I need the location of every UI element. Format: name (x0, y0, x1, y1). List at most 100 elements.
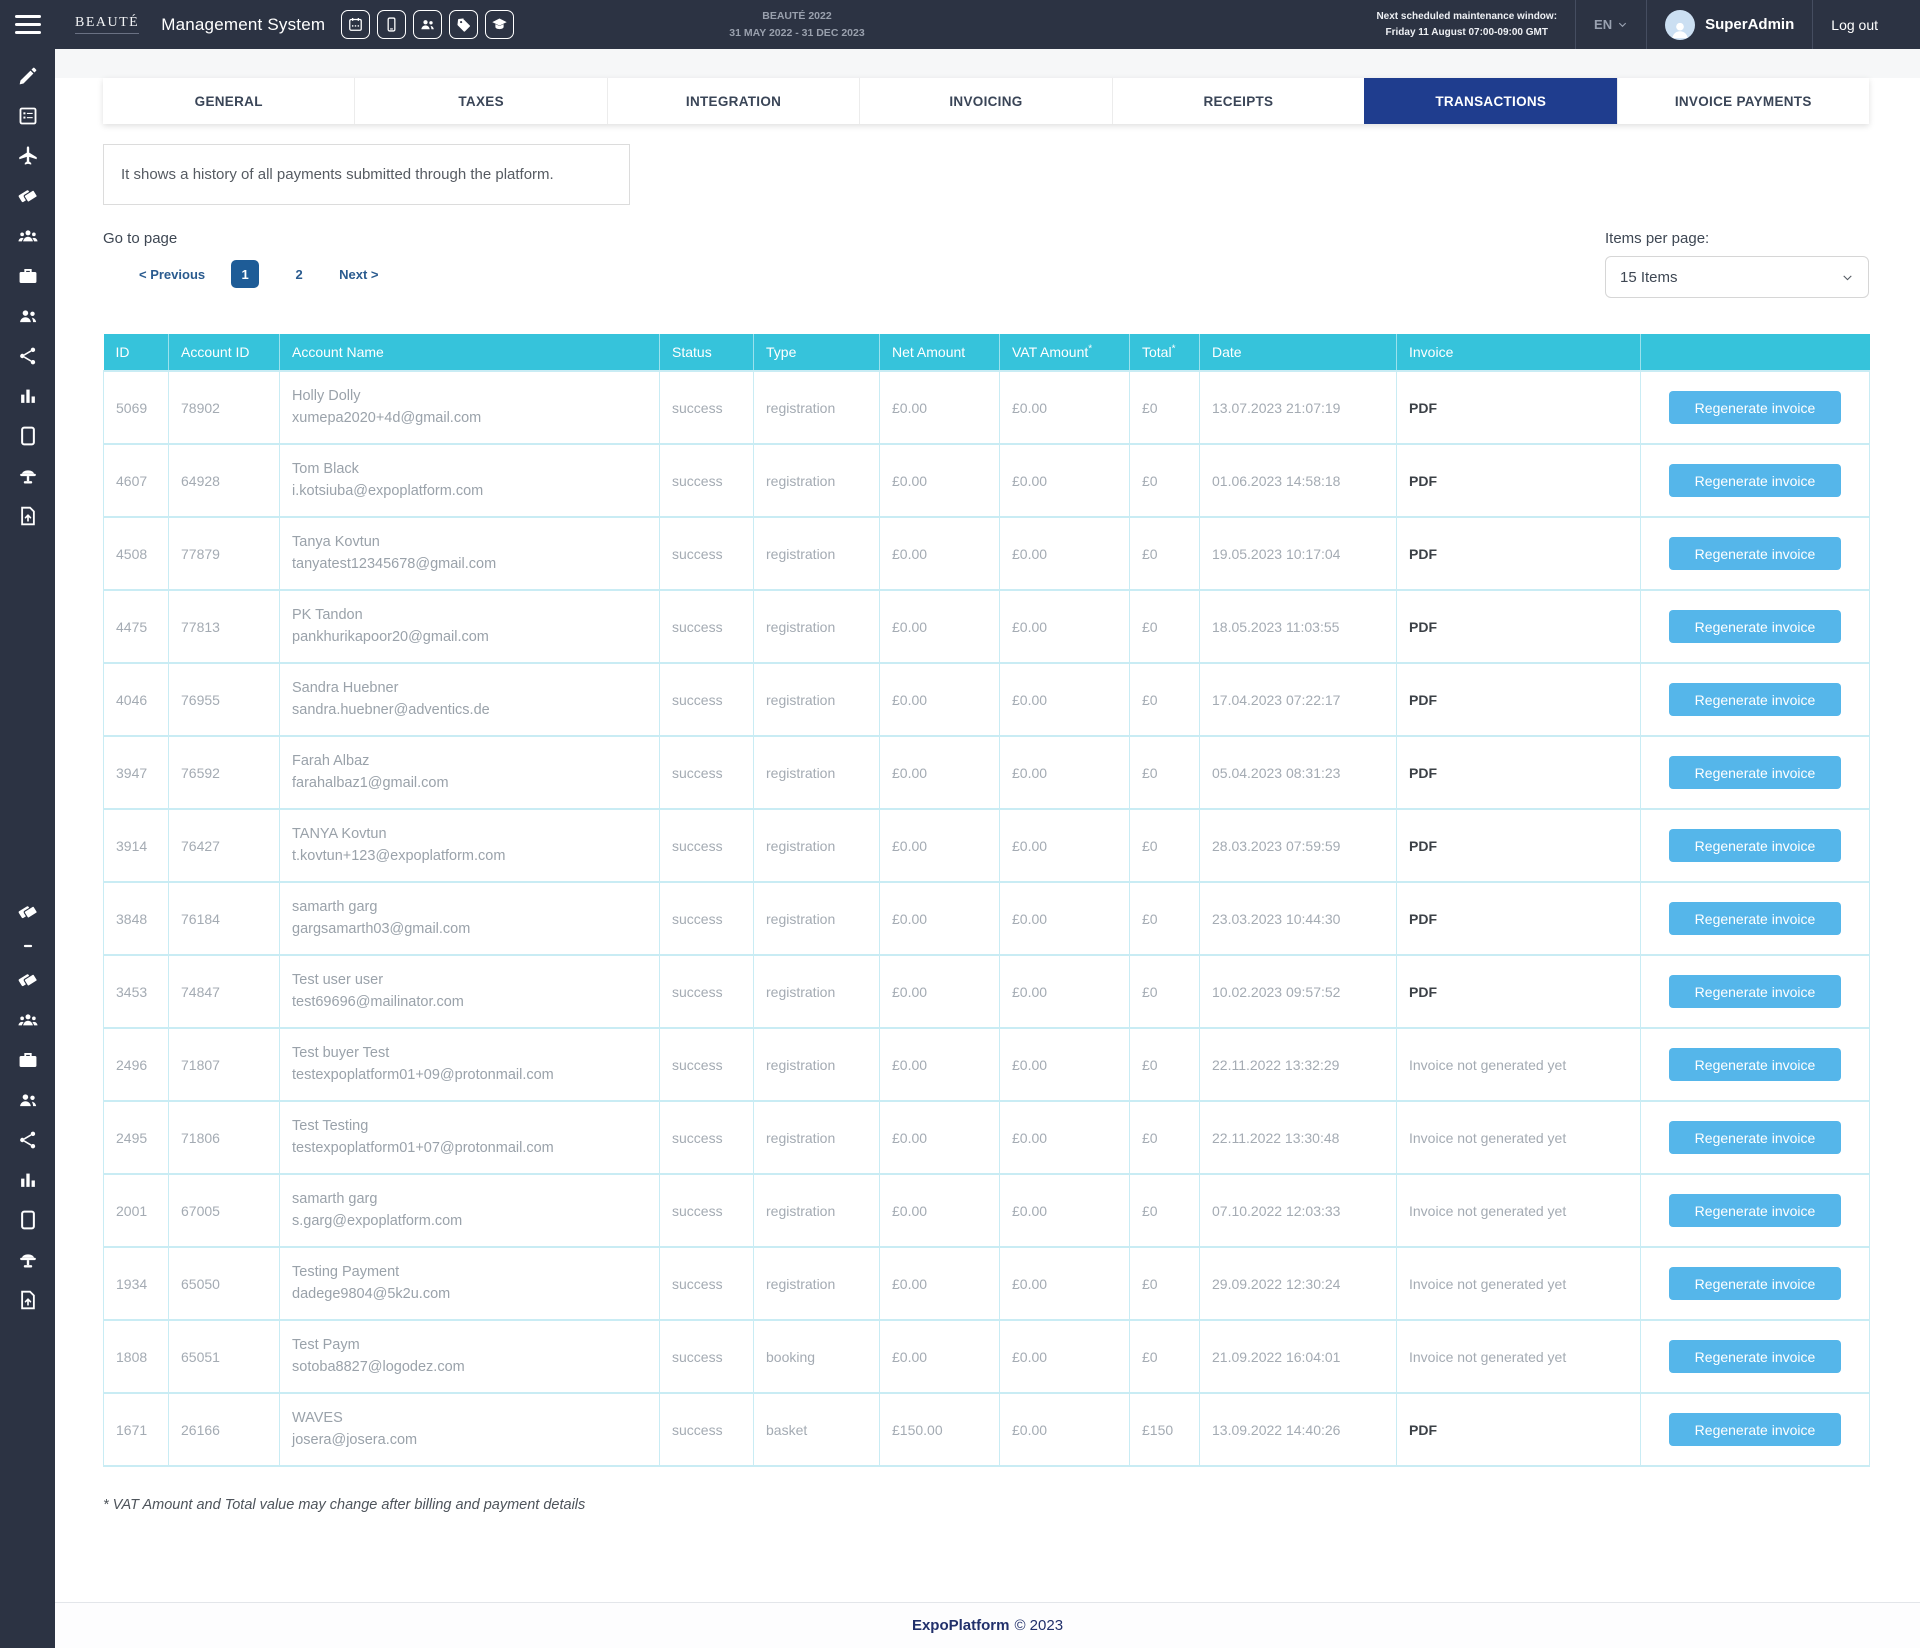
cell-invoice: PDF (1396, 589, 1641, 664)
tab-receipts[interactable]: RECEIPTS (1111, 78, 1365, 124)
cell-invoice: PDF (1396, 370, 1641, 445)
table-row: 2001 67005 samarth garg s.garg@expoplatform… (103, 1173, 1870, 1248)
transactions-table: ID Account ID Account Name Status Type Net Am… (103, 334, 1870, 1467)
users-group-icon[interactable] (0, 216, 55, 256)
calendar-button[interactable] (341, 10, 371, 39)
regenerate-invoice-button[interactable]: Regenerate invoice (1669, 1340, 1841, 1373)
avatar (1665, 9, 1696, 40)
regenerate-invoice-button[interactable]: Regenerate invoice (1669, 1121, 1841, 1154)
regenerate-invoice-button[interactable]: Regenerate invoice (1669, 829, 1841, 862)
users-group-icon[interactable] (0, 1000, 55, 1040)
share-icon[interactable] (0, 336, 55, 376)
plane-icon[interactable] (0, 136, 55, 176)
cell-account-name: Farah Albaz farahalbaz1@gmail.com (279, 735, 660, 810)
invoice-pdf-link[interactable]: PDF (1409, 837, 1437, 854)
regenerate-invoice-button[interactable]: Regenerate invoice (1669, 1194, 1841, 1227)
page-button-2[interactable]: 2 (295, 266, 303, 282)
cell-date: 07.10.2022 12:03:33 (1199, 1173, 1397, 1248)
user-menu[interactable]: SuperAdmin (1665, 9, 1794, 40)
mobile-button[interactable] (377, 10, 407, 39)
previous-page-button[interactable]: < Previous (139, 266, 206, 282)
tag-button[interactable] (449, 10, 479, 39)
pencil-icon[interactable] (0, 56, 55, 96)
regenerate-invoice-button[interactable]: Regenerate invoice (1669, 902, 1841, 935)
invoice-pdf-link[interactable]: PDF (1409, 910, 1437, 927)
regenerate-invoice-button[interactable]: Regenerate invoice (1669, 975, 1841, 1008)
users-button[interactable] (413, 10, 443, 39)
language-selector[interactable]: EN (1594, 17, 1628, 32)
bar-chart-icon[interactable] (0, 1160, 55, 1200)
briefcase-icon[interactable] (0, 256, 55, 296)
cell-id: 3453 (103, 954, 169, 1029)
tab-taxes[interactable]: TAXES (354, 78, 607, 124)
cell-account-id: 76184 (168, 881, 280, 956)
invoice-pdf-link[interactable]: PDF (1409, 764, 1437, 781)
tab-general[interactable]: GENERAL (103, 78, 355, 124)
file-export-icon[interactable] (0, 1280, 55, 1320)
regenerate-invoice-button[interactable]: Regenerate invoice (1669, 756, 1841, 789)
items-per-page-select[interactable]: 15 Items (1605, 256, 1869, 298)
tablet-icon[interactable] (0, 416, 55, 456)
maintenance-line-1: Next scheduled maintenance window: (1376, 11, 1558, 22)
tags-icon[interactable] (0, 176, 55, 216)
cell-vat-amount: £0.00 (999, 1319, 1130, 1394)
tags-icon[interactable] (0, 892, 55, 932)
cell-type: booking (753, 1319, 880, 1394)
tags-icon[interactable] (0, 960, 55, 1000)
invoice-pdf-link[interactable]: PDF (1409, 399, 1437, 416)
education-button[interactable] (485, 10, 515, 39)
regenerate-invoice-button[interactable]: Regenerate invoice (1669, 537, 1841, 570)
account-name: Sandra Huebner (292, 679, 399, 696)
share-icon[interactable] (0, 1120, 55, 1160)
hamburger-menu-icon[interactable] (14, 15, 41, 34)
table-row: 5069 78902 Holly Dolly xumepa2020+4d@gmail.… (103, 370, 1870, 445)
invoice-pdf-link[interactable]: PDF (1409, 545, 1437, 562)
users-icon[interactable] (0, 1080, 55, 1120)
regenerate-invoice-button[interactable]: Regenerate invoice (1669, 1267, 1841, 1300)
account-email: s.garg@expoplatform.com (292, 1212, 463, 1229)
tab-invoice-payments[interactable]: INVOICE PAYMENTS (1616, 78, 1869, 124)
cell-status: success (659, 1027, 754, 1102)
regenerate-invoice-button[interactable]: Regenerate invoice (1669, 464, 1841, 497)
invoice-pdf-link[interactable]: PDF (1409, 983, 1437, 1000)
users-icon[interactable] (0, 296, 55, 336)
cell-date: 29.09.2022 12:30:24 (1199, 1246, 1397, 1321)
invoice-status-text: Invoice not generated yet (1409, 1348, 1567, 1365)
podium-icon[interactable] (0, 1240, 55, 1280)
file-export-icon[interactable] (0, 496, 55, 536)
table-header-row: ID Account ID Account Name Status Type Net Am… (103, 334, 1870, 371)
cell-vat-amount: £0.00 (999, 662, 1130, 737)
briefcase-icon[interactable] (0, 1040, 55, 1080)
cell-date: 22.11.2022 13:32:29 (1199, 1027, 1397, 1102)
regenerate-invoice-button[interactable]: Regenerate invoice (1669, 1413, 1841, 1446)
invoice-pdf-link[interactable]: PDF (1409, 1421, 1437, 1438)
tab-invoicing[interactable]: INVOICING (859, 78, 1112, 124)
next-page-button[interactable]: Next > (339, 266, 379, 282)
page-button-1[interactable]: 1 (231, 260, 260, 288)
invoice-pdf-link[interactable]: PDF (1409, 618, 1437, 635)
column-header-account-name: Account Name (279, 334, 660, 371)
items-per-page-value: 15 Items (1620, 268, 1678, 286)
tab-integration[interactable]: INTEGRATION (606, 78, 860, 124)
tab-transactions[interactable]: TRANSACTIONS (1364, 78, 1617, 124)
account-name: Farah Albaz (292, 752, 370, 769)
cell-date: 17.04.2023 07:22:17 (1199, 662, 1397, 737)
bar-chart-icon[interactable] (0, 376, 55, 416)
regenerate-invoice-button[interactable]: Regenerate invoice (1669, 610, 1841, 643)
regenerate-invoice-button[interactable]: Regenerate invoice (1669, 391, 1841, 424)
header-divider (1646, 0, 1648, 49)
cell-type: registration (753, 516, 880, 591)
invoice-pdf-link[interactable]: PDF (1409, 472, 1437, 489)
cell-net-amount: £0.00 (879, 881, 1000, 956)
cell-vat-amount: £0.00 (999, 370, 1130, 445)
footer-copyright: © 2023 (1014, 1617, 1064, 1634)
regenerate-invoice-button[interactable]: Regenerate invoice (1669, 1048, 1841, 1081)
form-icon[interactable] (0, 96, 55, 136)
tablet-icon[interactable] (0, 1200, 55, 1240)
cell-invoice: PDF (1396, 808, 1641, 883)
invoice-pdf-link[interactable]: PDF (1409, 691, 1437, 708)
logout-button[interactable]: Log out (1831, 16, 1878, 33)
minus-icon[interactable] (0, 932, 55, 960)
regenerate-invoice-button[interactable]: Regenerate invoice (1669, 683, 1841, 716)
podium-icon[interactable] (0, 456, 55, 496)
